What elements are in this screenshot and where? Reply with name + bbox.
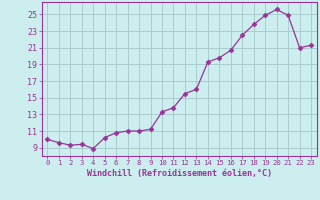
X-axis label: Windchill (Refroidissement éolien,°C): Windchill (Refroidissement éolien,°C): [87, 169, 272, 178]
